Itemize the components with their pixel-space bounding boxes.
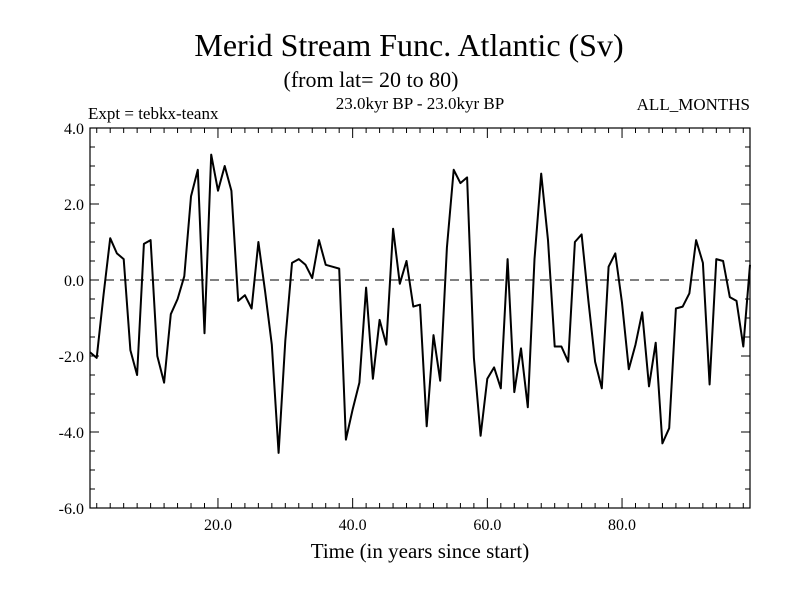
y-tick-label: -6.0	[59, 501, 84, 518]
y-tick-label: 4.0	[64, 121, 84, 138]
chart-title: Merid Stream Func. Atlantic (Sv)	[194, 27, 623, 63]
y-axis: -6.0 -4.0 -2.0 0.0 2.0 4.0	[59, 121, 750, 518]
x-tick-label: 80.0	[608, 517, 636, 534]
period-label: 23.0kyr BP - 23.0kyr BP	[336, 94, 504, 113]
x-axis-label: Time (in years since start)	[311, 539, 530, 563]
y-tick-label: -2.0	[59, 349, 84, 366]
x-tick-label: 40.0	[339, 517, 367, 534]
chart-subtitle: (from lat= 20 to 80)	[284, 67, 459, 92]
months-label: ALL_MONTHS	[637, 95, 750, 114]
x-axis: 20.0 40.0 60.0 80.0	[96, 128, 744, 534]
x-tick-label: 20.0	[204, 517, 232, 534]
y-tick-label: 2.0	[64, 197, 84, 214]
series-line	[89, 153, 751, 454]
y-tick-label: -4.0	[59, 425, 84, 442]
y-tick-label: 0.0	[64, 273, 84, 290]
experiment-label: Expt = tebkx-teanx	[88, 104, 219, 123]
x-tick-label: 60.0	[473, 517, 501, 534]
